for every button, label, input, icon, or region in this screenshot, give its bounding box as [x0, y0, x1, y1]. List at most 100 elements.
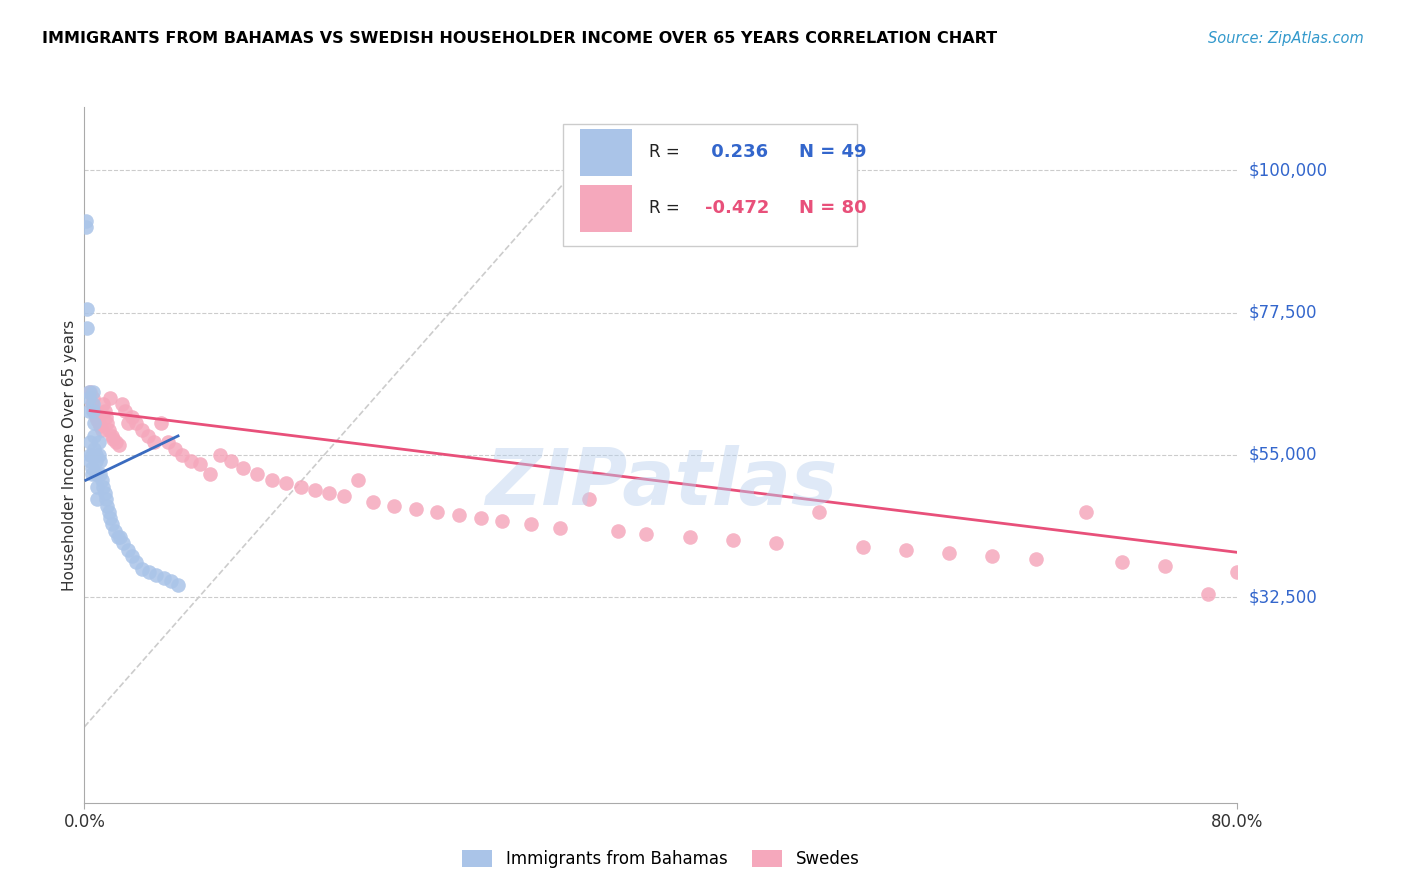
Text: -0.472: -0.472	[704, 199, 769, 217]
Point	[97, 423, 120, 437]
Point	[160, 574, 183, 589]
Point	[721, 533, 744, 548]
Point	[1254, 568, 1277, 582]
Point	[121, 409, 143, 424]
Point	[894, 542, 917, 557]
Point	[117, 542, 139, 557]
Point	[1355, 296, 1378, 310]
Point	[1284, 571, 1306, 585]
Point	[382, 499, 405, 513]
Point	[1226, 565, 1249, 579]
Point	[981, 549, 1004, 563]
Point	[84, 409, 107, 424]
Text: IMMIGRANTS FROM BAHAMAS VS SWEDISH HOUSEHOLDER INCOME OVER 65 YEARS CORRELATION : IMMIGRANTS FROM BAHAMAS VS SWEDISH HOUSE…	[42, 31, 997, 46]
Point	[765, 536, 787, 550]
Point	[83, 417, 105, 431]
Point	[96, 499, 118, 513]
Point	[79, 448, 101, 462]
Point	[361, 495, 384, 509]
Point	[87, 417, 110, 431]
Point	[548, 521, 571, 535]
Point	[86, 413, 108, 427]
Point	[90, 473, 112, 487]
Point	[86, 479, 108, 493]
Point	[318, 486, 340, 500]
Text: R =: R =	[650, 199, 685, 217]
Point	[152, 571, 174, 585]
Point	[1385, 591, 1406, 605]
Point	[75, 214, 97, 228]
Point	[79, 384, 101, 399]
Point	[86, 492, 108, 507]
Point	[332, 489, 354, 503]
Point	[1312, 577, 1334, 591]
Text: ZIPatlas: ZIPatlas	[485, 445, 837, 521]
Text: $77,500: $77,500	[1249, 303, 1317, 322]
Point	[156, 435, 179, 450]
Point	[100, 429, 122, 443]
Text: N = 49: N = 49	[799, 143, 866, 161]
Point	[938, 546, 960, 560]
Point	[347, 473, 370, 487]
Point	[221, 454, 243, 468]
Point	[82, 384, 104, 399]
Point	[75, 220, 97, 235]
Point	[93, 486, 115, 500]
Point	[76, 302, 98, 317]
Point	[97, 505, 120, 519]
Point	[1197, 587, 1219, 601]
Point	[89, 467, 111, 481]
Point	[149, 417, 172, 431]
Point	[578, 492, 600, 507]
FancyBboxPatch shape	[581, 185, 633, 232]
Point	[121, 549, 143, 563]
Point	[1341, 583, 1364, 598]
Text: R =: R =	[650, 143, 685, 161]
Point	[84, 467, 107, 481]
Point	[105, 435, 128, 450]
Point	[80, 448, 103, 462]
Point	[90, 423, 112, 437]
Point	[125, 556, 148, 570]
Text: $55,000: $55,000	[1249, 446, 1317, 464]
Point	[87, 448, 110, 462]
Point	[304, 483, 326, 497]
Point	[77, 403, 100, 417]
Point	[83, 442, 105, 456]
Point	[180, 454, 202, 468]
Point	[98, 391, 121, 405]
Point	[1074, 505, 1097, 519]
Legend: Immigrants from Bahamas, Swedes: Immigrants from Bahamas, Swedes	[456, 843, 866, 875]
Point	[94, 409, 117, 424]
Point	[82, 403, 104, 417]
FancyBboxPatch shape	[562, 124, 856, 246]
Point	[208, 448, 231, 462]
Point	[232, 460, 254, 475]
Point	[82, 391, 104, 405]
Point	[131, 423, 153, 437]
Point	[79, 454, 101, 468]
Point	[1298, 574, 1320, 589]
Point	[108, 438, 131, 452]
Point	[89, 454, 111, 468]
Text: 0.236: 0.236	[704, 143, 768, 161]
Point	[77, 384, 100, 399]
Point	[138, 565, 160, 579]
Point	[87, 435, 110, 450]
Point	[114, 403, 136, 417]
Point	[96, 417, 118, 431]
Point	[83, 403, 105, 417]
Point	[83, 429, 105, 443]
Point	[1327, 581, 1350, 595]
FancyBboxPatch shape	[581, 128, 633, 176]
Point	[110, 530, 132, 544]
Point	[167, 577, 190, 591]
Text: $100,000: $100,000	[1249, 161, 1327, 179]
Point	[246, 467, 269, 481]
Point	[447, 508, 470, 522]
Point	[79, 435, 101, 450]
Point	[520, 517, 543, 532]
Point	[165, 442, 187, 456]
Point	[426, 505, 449, 519]
Point	[112, 536, 135, 550]
